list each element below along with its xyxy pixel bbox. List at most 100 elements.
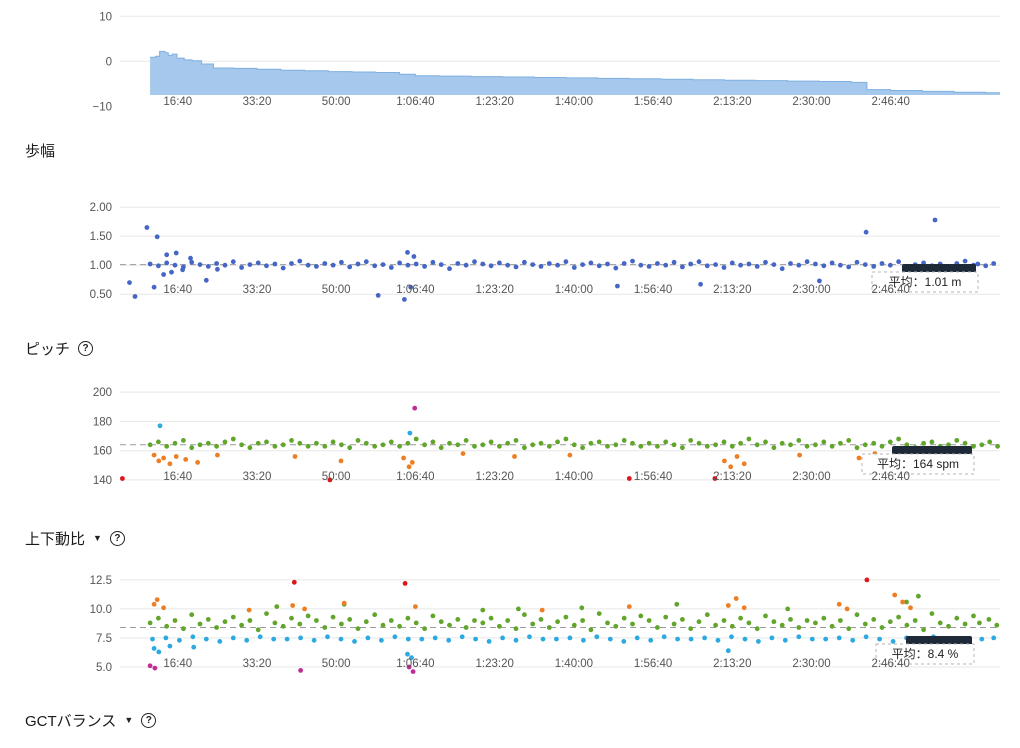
svg-text:1:40:00: 1:40:00 bbox=[555, 284, 593, 296]
svg-text:1:23:20: 1:23:20 bbox=[476, 96, 514, 108]
vertical-ratio-chart-section: 平均：8.4 % 16:40 33:20 50:00 1:06:40 1:23:20 1:4… bbox=[0, 572, 1020, 686]
svg-text:33:20: 33:20 bbox=[243, 284, 272, 296]
svg-text:10.0: 10.0 bbox=[90, 604, 112, 616]
series-cadence-low bbox=[151, 451, 965, 470]
svg-text:50:00: 50:00 bbox=[322, 96, 351, 108]
series-stride bbox=[147, 258, 976, 272]
gridlines bbox=[120, 206, 1000, 295]
svg-text:33:20: 33:20 bbox=[243, 658, 272, 670]
vertical-ratio-section-title: 上下動比 bbox=[25, 531, 86, 548]
dropdown-arrow-icon[interactable]: ▼ bbox=[124, 715, 134, 725]
y-axis-labels: 200 180 160 140 bbox=[93, 387, 112, 487]
area-fill bbox=[150, 51, 1001, 95]
area-outline bbox=[150, 50, 1000, 94]
vertical-ratio-section-header: 上下動比 ▼ ? bbox=[25, 528, 125, 549]
svg-text:0: 0 bbox=[106, 56, 112, 68]
svg-text:2:30:00: 2:30:00 bbox=[792, 96, 830, 108]
elevation-area-chart[interactable]: 16:40 33:20 50:00 1:06:40 1:23:20 1:40:00 1:56… bbox=[0, 0, 1020, 118]
svg-text:1:56:40: 1:56:40 bbox=[634, 471, 672, 483]
cadence-section-title: ピッチ bbox=[25, 341, 71, 358]
gct-balance-section-title: GCTバランス bbox=[25, 713, 117, 730]
svg-text:2:46:40: 2:46:40 bbox=[872, 96, 910, 108]
y-axis-labels: 2.00 1.50 1.00 0.50 bbox=[90, 202, 112, 301]
svg-text:0.50: 0.50 bbox=[90, 289, 112, 301]
svg-text:1.00: 1.00 bbox=[90, 260, 112, 272]
gridlines bbox=[120, 391, 1000, 481]
svg-text:1.50: 1.50 bbox=[90, 231, 112, 243]
elevation-chart-section: 16:40 33:20 50:00 1:06:40 1:23:20 1:40:00 1:56… bbox=[0, 0, 1020, 118]
series-vr-green bbox=[147, 611, 976, 633]
stride-section-title: 歩幅 bbox=[25, 143, 56, 160]
svg-text:180: 180 bbox=[93, 416, 112, 428]
svg-text:2:30:00: 2:30:00 bbox=[792, 658, 830, 670]
svg-text:1:06:40: 1:06:40 bbox=[396, 471, 434, 483]
svg-text:2:46:40: 2:46:40 bbox=[872, 284, 910, 296]
help-icon[interactable]: ? bbox=[78, 341, 94, 356]
svg-text:1:56:40: 1:56:40 bbox=[634, 284, 672, 296]
svg-text:33:20: 33:20 bbox=[243, 96, 272, 108]
svg-text:2:46:40: 2:46:40 bbox=[872, 658, 910, 670]
x-axis-labels: 16:40 33:20 50:00 1:06:40 1:23:20 1:40:00 1:56… bbox=[163, 658, 909, 670]
cadence-section-header: ピッチ ? bbox=[25, 338, 94, 359]
average-annotation-label: 平均：8.4 % bbox=[892, 647, 959, 661]
stride-scatter-chart[interactable]: 平均：1.01 m 16:40 33:20 50:00 1:06:40 1:23:20 1:… bbox=[0, 196, 1020, 310]
svg-text:2:13:20: 2:13:20 bbox=[713, 284, 751, 296]
svg-text:5.0: 5.0 bbox=[96, 662, 112, 674]
average-annotation-label: 平均：1.01 m bbox=[889, 275, 962, 289]
series-vr-cyan bbox=[150, 634, 950, 644]
series-cadence-min bbox=[120, 476, 718, 483]
series-cadence-peak bbox=[412, 405, 418, 411]
svg-text:2:30:00: 2:30:00 bbox=[792, 471, 830, 483]
svg-text:7.5: 7.5 bbox=[96, 633, 112, 645]
svg-text:1:06:40: 1:06:40 bbox=[396, 284, 434, 296]
svg-text:10: 10 bbox=[99, 11, 112, 23]
svg-text:1:23:20: 1:23:20 bbox=[476, 471, 514, 483]
svg-text:2:13:20: 2:13:20 bbox=[713, 658, 751, 670]
gridlines bbox=[120, 579, 1000, 668]
series-vr-magenta bbox=[147, 663, 416, 674]
help-icon[interactable]: ? bbox=[109, 531, 125, 546]
gridlines bbox=[120, 15, 1000, 62]
svg-text:16:40: 16:40 bbox=[163, 96, 192, 108]
svg-text:2:13:20: 2:13:20 bbox=[713, 471, 751, 483]
x-axis-labels: 16:40 33:20 50:00 1:06:40 1:23:20 1:40:00 1:56… bbox=[163, 284, 909, 296]
help-icon[interactable]: ? bbox=[141, 713, 157, 728]
dropdown-arrow-icon[interactable]: ▼ bbox=[93, 533, 102, 543]
svg-text:140: 140 bbox=[93, 475, 112, 487]
svg-text:1:40:00: 1:40:00 bbox=[555, 658, 593, 670]
svg-text:12.5: 12.5 bbox=[90, 575, 112, 587]
x-axis-labels: 16:40 33:20 50:00 1:06:40 1:23:20 1:40:00 1:56… bbox=[163, 96, 909, 108]
svg-text:16:40: 16:40 bbox=[163, 471, 192, 483]
svg-text:16:40: 16:40 bbox=[163, 658, 192, 670]
svg-text:50:00: 50:00 bbox=[322, 284, 351, 296]
svg-text:16:40: 16:40 bbox=[163, 284, 192, 296]
svg-text:1:40:00: 1:40:00 bbox=[555, 471, 593, 483]
svg-text:50:00: 50:00 bbox=[322, 658, 351, 670]
y-axis-labels: 10 0 −10 bbox=[92, 11, 112, 113]
x-axis-labels: 16:40 33:20 50:00 1:06:40 1:23:20 1:40:00 1:56… bbox=[163, 471, 909, 483]
gct-balance-section-header: GCTバランス ▼ ? bbox=[25, 710, 157, 731]
cadence-chart-section: 平均：164 spm 16:40 33:20 50:00 1:06:40 1:23:20 1… bbox=[0, 384, 1020, 498]
series-vr-orange bbox=[151, 592, 913, 613]
svg-text:2:30:00: 2:30:00 bbox=[792, 284, 830, 296]
svg-text:1:06:40: 1:06:40 bbox=[396, 658, 434, 670]
svg-text:33:20: 33:20 bbox=[243, 471, 272, 483]
svg-text:2.00: 2.00 bbox=[90, 202, 112, 214]
svg-text:2:13:20: 2:13:20 bbox=[713, 96, 751, 108]
series-vr-cyan-extra bbox=[151, 635, 997, 661]
svg-text:1:23:20: 1:23:20 bbox=[476, 658, 514, 670]
average-annotation-label: 平均：164 spm bbox=[877, 457, 959, 471]
svg-text:1:56:40: 1:56:40 bbox=[634, 658, 672, 670]
average-annotation-box bbox=[875, 643, 975, 665]
svg-text:1:56:40: 1:56:40 bbox=[634, 96, 672, 108]
stride-section-header: 歩幅 bbox=[25, 140, 55, 161]
svg-text:−10: −10 bbox=[92, 101, 112, 113]
series-cadence-run-extra bbox=[979, 439, 1000, 449]
svg-text:160: 160 bbox=[93, 446, 112, 458]
svg-text:1:40:00: 1:40:00 bbox=[555, 96, 593, 108]
stride-chart-section: 平均：1.01 m 16:40 33:20 50:00 1:06:40 1:23:20 1:… bbox=[0, 196, 1020, 310]
vertical-ratio-scatter-chart[interactable]: 平均：8.4 % 16:40 33:20 50:00 1:06:40 1:23:20 1:4… bbox=[0, 572, 1020, 686]
series-vr-red bbox=[291, 577, 870, 586]
